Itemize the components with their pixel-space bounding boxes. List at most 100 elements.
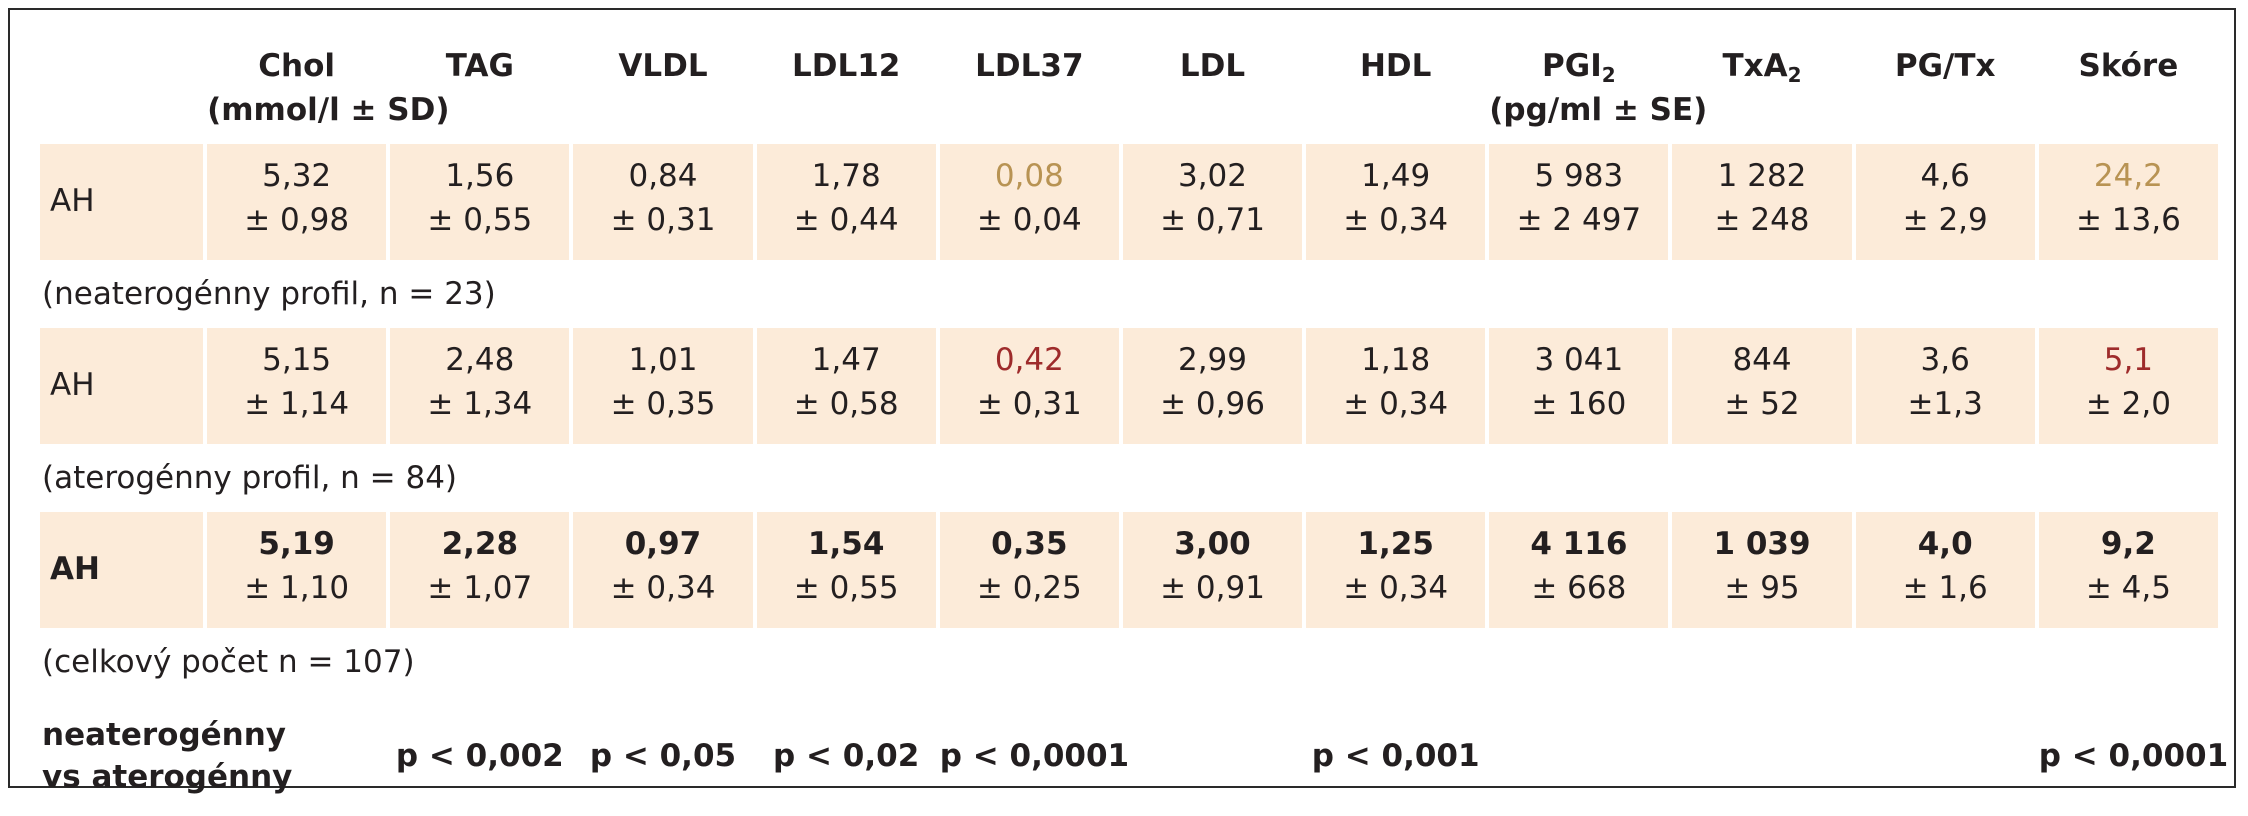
cell-pgtx: 4,6 ± 2,9 xyxy=(1855,144,2035,260)
cell-mean: 5,1 xyxy=(2103,342,2154,378)
header-row: Chol (mmol/l ± SD) TAG VLDL LDL12 LDL37 … xyxy=(40,40,2218,144)
col-label-pgi: PGI xyxy=(1542,48,1602,84)
table-row-aterogenny: AH 5,15 ± 1,14 2,48 ± 1,34 1,01 ± 0,35 1,47… xyxy=(40,328,2218,444)
col-header-ldl37: LDL37 xyxy=(975,48,1084,84)
cell-ldl: 3,00 ± 0,91 xyxy=(1122,512,1303,628)
cell-mean: 24,2 xyxy=(2093,158,2163,194)
cell-skore: 9,2 ± 4,5 xyxy=(2038,512,2218,628)
col-header-tag: TAG xyxy=(445,48,514,84)
cell-mean: 0,08 xyxy=(994,158,1064,194)
cell-sd: ± 0,34 xyxy=(1343,386,1449,422)
comparison-label: neaterogénny vs aterogénny xyxy=(40,696,293,816)
cell-sd: ± 0,55 xyxy=(427,202,533,238)
cell-mean: 0,84 xyxy=(628,158,698,194)
cell-sd: ± 0,31 xyxy=(976,386,1082,422)
cell-sd: ± 2,0 xyxy=(2085,386,2171,422)
cell-pgtx: 4,0 ± 1,6 xyxy=(1855,512,2035,628)
pvalue-pgtx xyxy=(1856,696,2035,816)
cell-mean: 5,19 xyxy=(258,526,335,562)
pvalue-row: neaterogénny vs aterogénny p < 0,002 p <… xyxy=(40,696,2228,816)
cell-pgtx: 3,6 ±1,3 xyxy=(1855,328,2035,444)
pvalue-vldl: p < 0,05 xyxy=(589,738,737,774)
cell-mean: 2,48 xyxy=(445,342,515,378)
table-row-total: AH 5,19 ± 1,10 2,28 ± 1,07 0,97 ± 0,34 1,54… xyxy=(40,512,2218,628)
cell-sd: ± 248 xyxy=(1714,202,1810,238)
col-header-skore: Skóre xyxy=(2078,48,2179,84)
cell-skore: 5,1 ± 2,0 xyxy=(2038,328,2218,444)
unit-pgi: (pg/ml ± SE) xyxy=(1489,92,1708,128)
cell-mean: 4 116 xyxy=(1530,526,1628,562)
cell-ldl37: 0,35 ± 0,25 xyxy=(939,512,1119,628)
cell-sd: ± 668 xyxy=(1531,570,1627,606)
cell-ldl37: 0,08 ± 0,04 xyxy=(939,144,1119,260)
comparison-line2: vs aterogénny xyxy=(42,759,293,795)
cell-ldl: 3,02 ± 0,71 xyxy=(1122,144,1303,260)
cell-sd: ± 0,31 xyxy=(610,202,716,238)
txa-subscript: 2 xyxy=(1787,63,1802,87)
header-blank xyxy=(40,40,203,144)
cell-sd: ± 0,44 xyxy=(793,202,899,238)
cell-txa2: 1 282 ± 248 xyxy=(1672,144,1852,260)
cell-chol: 5,19 ± 1,10 xyxy=(207,512,387,628)
row-label: AH xyxy=(40,328,204,444)
cell-mean: 5,32 xyxy=(262,158,332,194)
col-header-ldl12: LDL12 xyxy=(791,48,901,84)
cell-txa2: 1 039 ± 95 xyxy=(1672,512,1852,628)
cell-hdl: 1,25 ± 0,34 xyxy=(1306,512,1486,628)
cell-txa2: 844 ± 52 xyxy=(1672,328,1852,444)
cell-sd: ± 1,6 xyxy=(1902,570,1988,606)
cell-mean: 1 282 xyxy=(1717,158,1807,194)
comparison-line1: neaterogénny xyxy=(42,717,287,753)
row-note: (aterogénny profil, n = 84) xyxy=(42,460,458,496)
cell-chol: 5,32 ± 0,98 xyxy=(207,144,387,260)
cell-mean: 4,6 xyxy=(1920,158,1970,194)
cell-mean: 9,2 xyxy=(2100,526,2156,562)
cell-mean: 1,54 xyxy=(807,526,885,562)
pvalue-pgi2 xyxy=(1489,696,1668,816)
cell-pgi2: 5 983 ± 2 497 xyxy=(1489,144,1669,260)
row-label: AH xyxy=(40,512,204,628)
cell-sd: ± 0,71 xyxy=(1160,202,1265,238)
pgi-subscript: 2 xyxy=(1601,63,1616,87)
pvalue-chol xyxy=(207,696,386,816)
col-header-vldl: VLDL xyxy=(618,48,708,84)
cell-mean: 1,18 xyxy=(1361,342,1431,378)
cell-sd: ± 0,98 xyxy=(244,202,350,238)
cell-sd: ± 52 xyxy=(1724,386,1800,422)
cell-ldl: 2,99 ± 0,96 xyxy=(1122,328,1303,444)
cell-mean: 1,56 xyxy=(445,158,515,194)
cell-sd: ± 0,34 xyxy=(1343,570,1449,606)
cell-mean: 1,47 xyxy=(811,342,881,378)
pvalue-ldl12: p < 0,02 xyxy=(773,738,920,774)
row-label: AH xyxy=(40,144,204,260)
cell-mean: 4,0 xyxy=(1917,526,1973,562)
cell-mean: 3 041 xyxy=(1534,342,1624,378)
note-row: (neaterogénny profil, n = 23) xyxy=(40,260,2218,328)
cell-mean: 3,00 xyxy=(1174,526,1251,562)
cell-tag: 1,56 ± 0,55 xyxy=(390,144,570,260)
col-header-pgi2: PGI2 (pg/ml ± SE) xyxy=(1489,40,1708,144)
table-row-neaterogenny: AH 5,32 ± 0,98 1,56 ± 0,55 0,84 ± 0,31 1,78… xyxy=(40,144,2218,260)
cell-vldl: 0,84 ± 0,31 xyxy=(573,144,753,260)
cell-sd: ± 0,25 xyxy=(976,570,1082,606)
pvalue-txa2 xyxy=(1672,696,1851,816)
cell-mean: 1,01 xyxy=(628,342,698,378)
cell-sd: ± 0,91 xyxy=(1160,570,1265,606)
cell-ldl12: 1,47 ± 0,58 xyxy=(756,328,936,444)
cell-sd: ± 1,34 xyxy=(427,386,533,422)
cell-sd: ± 95 xyxy=(1724,570,1800,606)
cell-mean: 5 983 xyxy=(1534,158,1624,194)
cell-mean: 3,02 xyxy=(1177,158,1248,194)
cell-sd: ± 0,34 xyxy=(1343,202,1449,238)
note-row: (aterogénny profil, n = 84) xyxy=(40,444,2218,512)
cell-ldl12: 1,54 ± 0,55 xyxy=(756,512,936,628)
cell-vldl: 1,01 ± 0,35 xyxy=(573,328,753,444)
cell-mean: 1,49 xyxy=(1361,158,1431,194)
unit-chol: (mmol/l ± SD) xyxy=(207,92,450,128)
cell-ldl37: 0,42 ± 0,31 xyxy=(939,328,1119,444)
cell-sd: ± 160 xyxy=(1531,386,1627,422)
cell-sd: ±1,3 xyxy=(1907,386,1983,422)
cell-mean: 1 039 xyxy=(1713,526,1811,562)
cell-sd: ± 0,58 xyxy=(793,386,899,422)
cell-sd: ± 0,34 xyxy=(610,570,716,606)
